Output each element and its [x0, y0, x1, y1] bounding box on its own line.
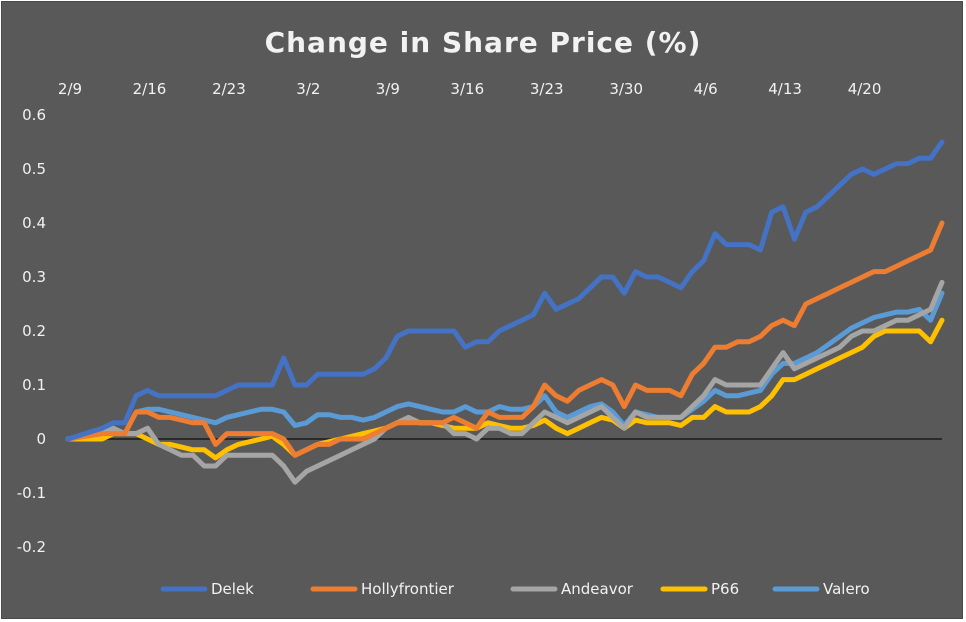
- y-tick-label: 0.6: [22, 106, 46, 124]
- x-tick-label: 4/13: [768, 80, 802, 98]
- x-tick-label: 2/9: [58, 80, 82, 98]
- x-tick-label: 3/30: [609, 80, 643, 98]
- x-tick-label: 3/16: [450, 80, 484, 98]
- y-tick-label: -0.1: [17, 484, 46, 502]
- series-line-hollyfrontier: [65, 220, 945, 458]
- series-line-valero: [65, 290, 945, 442]
- x-tick-labels: 2/9 2/16 2/23 3/2 3/9 3/16 3/23 3/30 4/6 4/13 4/20: [58, 80, 881, 98]
- y-tick-label: 0.2: [22, 322, 46, 340]
- x-tick-label: 4/20: [848, 80, 882, 98]
- series-lines: [65, 139, 945, 485]
- x-tick-label: 2/16: [133, 80, 167, 98]
- series-line-andeavor: [65, 279, 945, 485]
- legend-label-andeavor: Andeavor: [561, 580, 634, 598]
- y-tick-label: -0.2: [17, 538, 46, 556]
- x-tick-label: 3/23: [530, 80, 564, 98]
- x-tick-label: 3/2: [296, 80, 320, 98]
- legend-label-hollyfrontier: Hollyfrontier: [361, 580, 455, 598]
- x-tick-label: 3/9: [376, 80, 400, 98]
- series-line-delek: [65, 139, 945, 442]
- legend-label-p66: P66: [711, 580, 739, 598]
- y-tick-label: 0: [36, 430, 46, 448]
- legend: Delek Hollyfrontier Andeavor P66 Valero: [160, 580, 870, 598]
- y-tick-label: 0.5: [22, 160, 46, 178]
- legend-label-valero: Valero: [823, 580, 870, 598]
- y-tick-label: 0.4: [22, 214, 46, 232]
- y-tick-label: 0.1: [22, 376, 46, 394]
- series-line-p66: [65, 317, 945, 461]
- x-tick-label: 4/6: [694, 80, 718, 98]
- legend-label-delek: Delek: [211, 580, 254, 598]
- y-tick-label: 0.3: [22, 268, 46, 286]
- y-tick-labels: 0.6 0.5 0.4 0.3 0.2 0.1 0 -0.1 -0.2: [17, 106, 46, 556]
- x-tick-label: 2/23: [212, 80, 246, 98]
- chart-title: Change in Share Price (%): [265, 26, 702, 59]
